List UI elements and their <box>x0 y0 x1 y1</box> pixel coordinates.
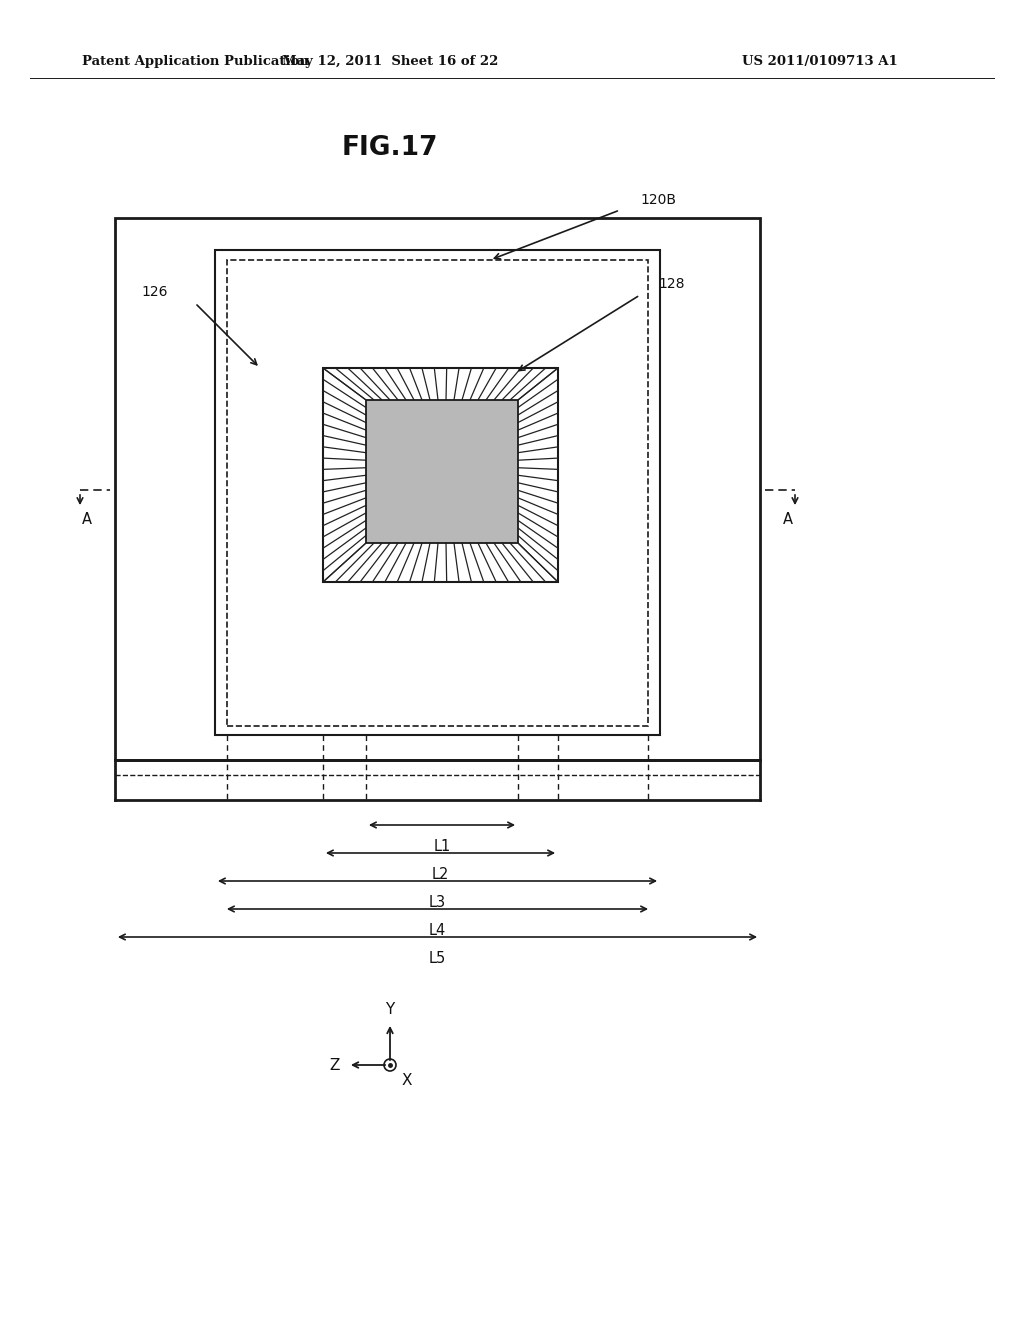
Text: L1: L1 <box>433 840 451 854</box>
Text: L5: L5 <box>429 950 446 966</box>
Text: X: X <box>402 1073 413 1088</box>
Bar <box>215 249 660 735</box>
Text: L2: L2 <box>432 867 450 882</box>
Bar <box>115 218 760 760</box>
Text: 128: 128 <box>658 277 684 290</box>
Text: US 2011/0109713 A1: US 2011/0109713 A1 <box>742 55 898 69</box>
Text: Z: Z <box>330 1057 340 1072</box>
Text: Patent Application Publication: Patent Application Publication <box>82 55 309 69</box>
Text: A: A <box>82 512 92 528</box>
Text: May 12, 2011  Sheet 16 of 22: May 12, 2011 Sheet 16 of 22 <box>282 55 499 69</box>
Bar <box>323 368 558 582</box>
Text: A: A <box>783 512 793 528</box>
Text: L3: L3 <box>429 895 446 909</box>
Text: FIG.17: FIG.17 <box>342 135 438 161</box>
Text: 120B: 120B <box>640 193 676 207</box>
Text: L4: L4 <box>429 923 446 939</box>
Bar <box>227 260 648 726</box>
Bar <box>366 400 518 543</box>
Text: Y: Y <box>385 1002 394 1018</box>
Text: 126: 126 <box>141 285 168 300</box>
